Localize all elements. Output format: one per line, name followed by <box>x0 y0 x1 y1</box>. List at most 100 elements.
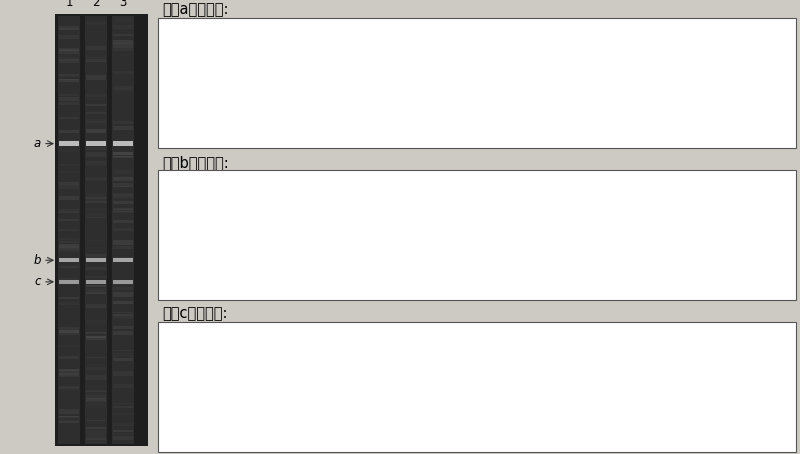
Bar <box>86 306 106 308</box>
Bar <box>113 86 133 89</box>
Bar <box>59 218 79 222</box>
Bar <box>86 367 106 370</box>
Bar <box>59 50 79 54</box>
Bar <box>113 258 133 262</box>
Bar <box>86 194 106 199</box>
Bar <box>113 64 133 66</box>
Bar <box>59 74 79 76</box>
Bar <box>55 14 148 446</box>
Bar <box>113 406 133 409</box>
Bar <box>86 420 106 421</box>
Bar <box>86 147 106 150</box>
Bar <box>113 48 133 51</box>
Bar <box>86 429 106 431</box>
Bar <box>113 40 133 44</box>
Bar <box>59 416 79 417</box>
Bar <box>59 301 79 305</box>
Bar <box>85 16 107 444</box>
Bar <box>86 357 106 359</box>
Text: caatgtccca tcgtcgcgaa: caatgtccca tcgtcgcgaa <box>183 55 310 65</box>
Bar <box>59 331 79 333</box>
Bar <box>86 254 106 257</box>
Text: 121: 121 <box>168 85 186 95</box>
Text: 61: 61 <box>168 360 180 370</box>
Bar <box>86 427 106 429</box>
Bar <box>59 297 79 299</box>
Bar <box>113 209 133 213</box>
Bar <box>59 97 79 101</box>
Text: 1: 1 <box>168 178 174 188</box>
Bar <box>59 163 79 166</box>
Bar <box>113 358 133 361</box>
Bar <box>59 296 79 299</box>
Text: 3: 3 <box>119 0 126 9</box>
Text: acaggacacc aactacgtcg atggccctgc attcgtcacc: acaggacacc aactacgtcg atggccctgc attcgtc… <box>264 330 522 340</box>
Bar <box>113 142 133 146</box>
Bar <box>113 312 133 313</box>
Bar <box>59 409 79 412</box>
Bar <box>86 289 106 294</box>
Bar <box>59 386 79 389</box>
Text: tactagttcc gtcatcctaa tctgatgtat ttcacagggc: tactagttcc gtcatcctaa tctgatgtat ttcacag… <box>272 389 530 399</box>
Bar <box>113 424 133 426</box>
Bar <box>86 332 106 334</box>
Bar <box>86 395 106 400</box>
Bar <box>86 375 106 380</box>
Bar <box>113 228 133 232</box>
Bar <box>86 112 106 114</box>
Bar <box>59 331 79 332</box>
Bar <box>113 301 133 304</box>
Bar <box>59 327 79 331</box>
Bar <box>113 292 133 297</box>
Bar <box>86 177 106 181</box>
Bar <box>59 345 79 347</box>
Bar <box>113 423 133 426</box>
Bar <box>59 421 79 423</box>
Bar <box>59 171 79 173</box>
Bar <box>86 336 106 338</box>
Bar <box>113 211 133 212</box>
Bar <box>59 196 79 201</box>
Bar <box>86 104 106 106</box>
Bar <box>59 129 79 133</box>
Bar <box>113 331 133 335</box>
Bar <box>113 40 133 44</box>
Text: caatgccctc tcgtaccgaa: caatgccctc tcgtaccgaa <box>183 207 310 217</box>
Bar <box>86 320 106 325</box>
Bar <box>113 89 133 91</box>
Bar <box>59 370 79 375</box>
Bar <box>113 208 133 210</box>
Bar <box>59 369 79 370</box>
Bar <box>113 44 133 48</box>
Bar <box>113 186 133 187</box>
Bar <box>86 94 106 98</box>
Bar <box>86 75 106 80</box>
Bar <box>86 119 106 123</box>
Text: 1: 1 <box>168 330 174 340</box>
Bar <box>59 185 79 189</box>
Bar <box>86 403 106 407</box>
Bar <box>59 75 79 77</box>
Bar <box>86 276 106 278</box>
Bar <box>86 442 106 443</box>
Text: ttccagggca ccttctggta: ttccagggca ccttctggta <box>187 266 314 276</box>
Bar <box>59 79 79 80</box>
Bar <box>86 240 106 242</box>
Text: tctggtacca cagcc: tctggtacca cagcc <box>187 114 283 124</box>
Bar <box>158 170 796 300</box>
Bar <box>59 149 79 153</box>
Bar <box>59 237 79 240</box>
Text: tccttgcata ctgatgaagt aagctgttag gcgggaacct: tccttgcata ctgatgaagt aagctgttag gcgggaa… <box>272 85 530 95</box>
Text: 121: 121 <box>168 389 186 399</box>
Text: cactggcacg gattctttca: cactggcacg gattctttca <box>180 26 306 36</box>
Bar <box>86 277 106 280</box>
Bar <box>113 183 133 187</box>
Bar <box>86 436 106 437</box>
Bar <box>86 201 106 203</box>
Bar <box>86 129 106 133</box>
Bar <box>113 326 133 329</box>
Bar <box>113 153 133 155</box>
Text: 61: 61 <box>168 207 180 217</box>
Bar <box>86 258 106 262</box>
Bar <box>86 178 106 180</box>
